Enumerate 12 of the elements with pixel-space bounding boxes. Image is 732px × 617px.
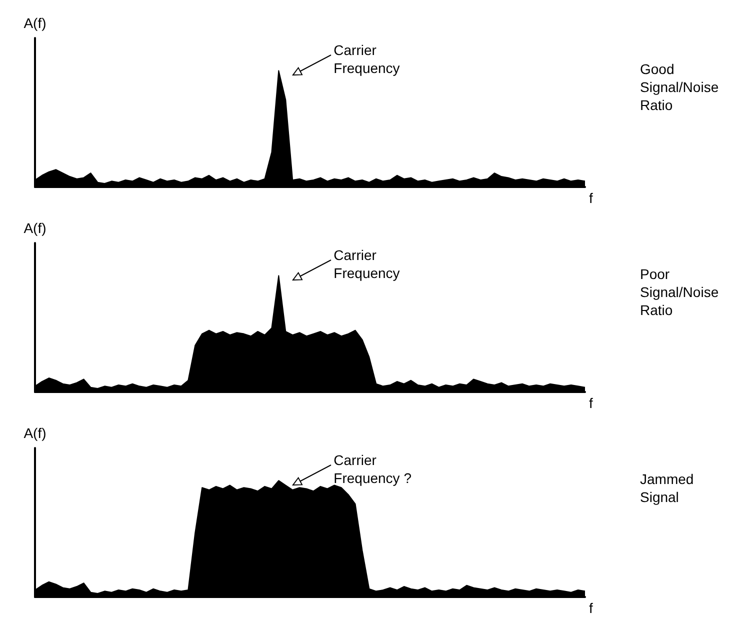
- x-axis-title: f: [589, 600, 593, 616]
- annotation: Carrier Frequency: [334, 246, 401, 282]
- text: Good Signal/Noise Ratio: [640, 60, 720, 114]
- y-axis-title: A(f): [24, 220, 46, 236]
- text: Jammed Signal: [640, 470, 695, 506]
- y-axis-title: A(f): [24, 15, 46, 31]
- annotation: Carrier Frequency: [334, 40, 401, 77]
- x-axis-title: f: [589, 395, 593, 411]
- x-axis-title: f: [589, 190, 593, 206]
- text: Poor Signal/Noise Ratio: [640, 265, 720, 319]
- y-axis-title: A(f): [24, 425, 46, 441]
- annotation: Carrier Frequency ?: [334, 450, 412, 487]
